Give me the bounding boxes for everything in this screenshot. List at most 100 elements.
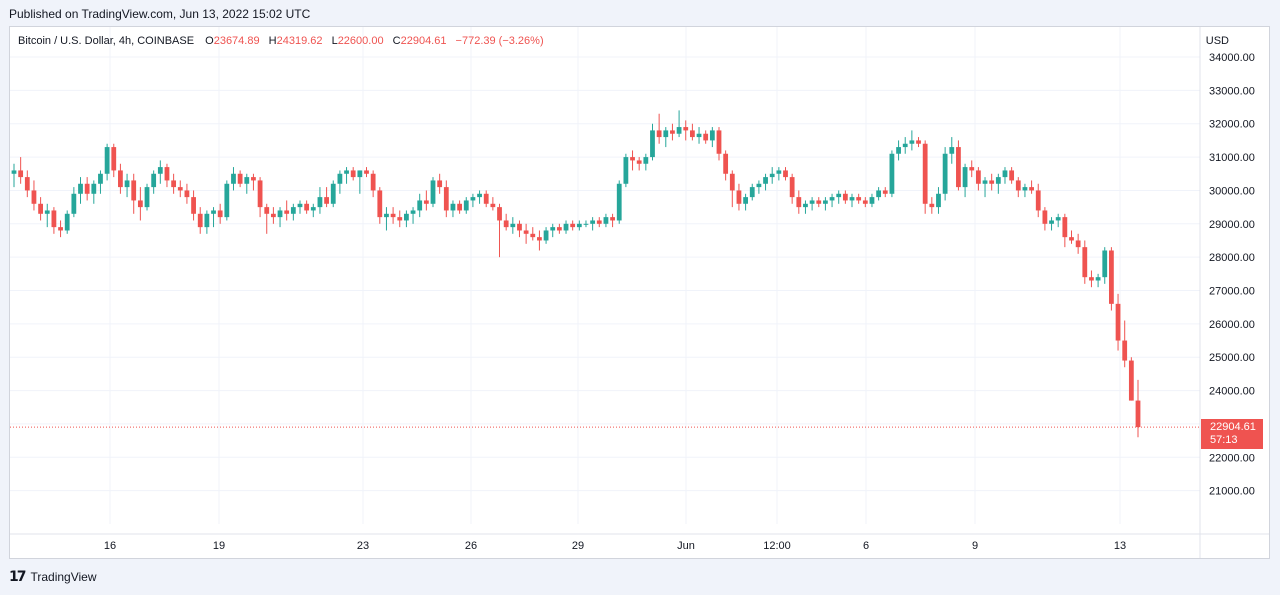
- candle-body[interactable]: [204, 213, 210, 228]
- candle-body[interactable]: [743, 197, 748, 204]
- candle-body[interactable]: [630, 157, 635, 161]
- candle-body[interactable]: [736, 190, 742, 204]
- candle-body[interactable]: [410, 210, 416, 214]
- candle-body[interactable]: [211, 210, 216, 214]
- candle-body[interactable]: [936, 193, 941, 208]
- candle-body[interactable]: [916, 140, 921, 144]
- candle-body[interactable]: [78, 183, 83, 194]
- candle-body[interactable]: [656, 130, 662, 138]
- candle-body[interactable]: [969, 167, 975, 171]
- candle-body[interactable]: [1082, 247, 1088, 278]
- candle-body[interactable]: [517, 223, 522, 231]
- candle-body[interactable]: [184, 190, 190, 198]
- candle-body[interactable]: [689, 130, 695, 138]
- candle-body[interactable]: [164, 167, 170, 181]
- candle-body[interactable]: [1075, 240, 1081, 248]
- candle-body[interactable]: [583, 223, 589, 225]
- candle-body[interactable]: [962, 167, 968, 188]
- candle-body[interactable]: [1002, 170, 1008, 178]
- candle-body[interactable]: [118, 170, 123, 188]
- candle-body[interactable]: [1109, 250, 1114, 304]
- candle-body[interactable]: [171, 180, 177, 188]
- candle-body[interactable]: [457, 203, 463, 211]
- candle-body[interactable]: [350, 170, 356, 178]
- candle-body[interactable]: [224, 183, 230, 218]
- candle-body[interactable]: [829, 197, 835, 201]
- candle-body[interactable]: [530, 233, 536, 238]
- candle-body[interactable]: [836, 193, 842, 198]
- candle-body[interactable]: [131, 180, 137, 201]
- candle-body[interactable]: [137, 200, 143, 208]
- candle-body[interactable]: [683, 127, 689, 131]
- candle-body[interactable]: [58, 227, 63, 231]
- candle-body[interactable]: [769, 173, 775, 178]
- candle-body[interactable]: [1015, 180, 1021, 191]
- candle-body[interactable]: [816, 200, 822, 204]
- candle-body[interactable]: [1135, 400, 1141, 428]
- candle-body[interactable]: [823, 200, 828, 204]
- candle-body[interactable]: [643, 157, 649, 164]
- candle-body[interactable]: [450, 203, 456, 211]
- candle-body[interactable]: [610, 217, 615, 221]
- candle-body[interactable]: [251, 177, 256, 181]
- candle-body[interactable]: [91, 183, 97, 194]
- candle-body[interactable]: [264, 207, 270, 214]
- candle-body[interactable]: [789, 177, 795, 198]
- candle-body[interactable]: [191, 197, 196, 214]
- candle-body[interactable]: [217, 210, 223, 218]
- candle-body[interactable]: [357, 170, 363, 178]
- candle-body[interactable]: [1089, 277, 1094, 281]
- candle-body[interactable]: [337, 173, 343, 184]
- candle-body[interactable]: [929, 203, 935, 208]
- candle-body[interactable]: [404, 213, 409, 221]
- candle-body[interactable]: [483, 193, 489, 204]
- candle-body[interactable]: [31, 190, 37, 204]
- candle-body[interactable]: [949, 147, 955, 154]
- candle-body[interactable]: [377, 190, 383, 218]
- candle-body[interactable]: [796, 197, 802, 208]
- candle-body[interactable]: [111, 147, 117, 171]
- candle-body[interactable]: [11, 170, 17, 174]
- candle-body[interactable]: [231, 173, 236, 184]
- candle-body[interactable]: [1055, 217, 1061, 221]
- candlestick-chart[interactable]: 21000.0022000.0023000.0024000.0025000.00…: [10, 27, 1269, 558]
- candle-body[interactable]: [676, 127, 682, 134]
- candle-body[interactable]: [849, 197, 855, 201]
- candle-body[interactable]: [670, 130, 675, 134]
- candle-body[interactable]: [144, 187, 150, 208]
- candle-body[interactable]: [982, 180, 988, 184]
- candle-body[interactable]: [1102, 250, 1108, 278]
- candle-body[interactable]: [364, 170, 369, 174]
- candle-body[interactable]: [51, 210, 57, 228]
- candle-body[interactable]: [1069, 237, 1074, 241]
- candle-body[interactable]: [284, 210, 290, 214]
- candle-body[interactable]: [856, 197, 862, 201]
- symbol-label[interactable]: Bitcoin / U.S. Dollar, 4h, COINBASE: [18, 35, 195, 47]
- candle-body[interactable]: [869, 197, 875, 204]
- candle-body[interactable]: [876, 190, 882, 198]
- candle-body[interactable]: [776, 170, 782, 174]
- candle-body[interactable]: [523, 230, 529, 234]
- candle-body[interactable]: [38, 203, 43, 214]
- candle-body[interactable]: [270, 213, 276, 218]
- candle-body[interactable]: [98, 173, 103, 184]
- candle-body[interactable]: [324, 197, 329, 204]
- candle-body[interactable]: [636, 160, 642, 164]
- candle-body[interactable]: [956, 147, 961, 188]
- candle-body[interactable]: [716, 130, 722, 154]
- candle-body[interactable]: [550, 227, 556, 231]
- chart-panel[interactable]: 21000.0022000.0023000.0024000.0025000.00…: [9, 26, 1270, 559]
- candle-body[interactable]: [124, 180, 130, 188]
- candle-body[interactable]: [1022, 187, 1028, 191]
- candle-body[interactable]: [151, 173, 157, 188]
- candle-body[interactable]: [723, 153, 729, 174]
- candle-body[interactable]: [763, 177, 768, 184]
- candle-body[interactable]: [1009, 170, 1015, 181]
- candle-body[interactable]: [909, 140, 915, 144]
- candle-body[interactable]: [423, 200, 429, 204]
- candle-body[interactable]: [157, 167, 163, 174]
- candle-body[interactable]: [244, 177, 250, 184]
- candle-body[interactable]: [370, 173, 376, 191]
- candle-body[interactable]: [709, 130, 715, 141]
- candle-body[interactable]: [257, 180, 263, 208]
